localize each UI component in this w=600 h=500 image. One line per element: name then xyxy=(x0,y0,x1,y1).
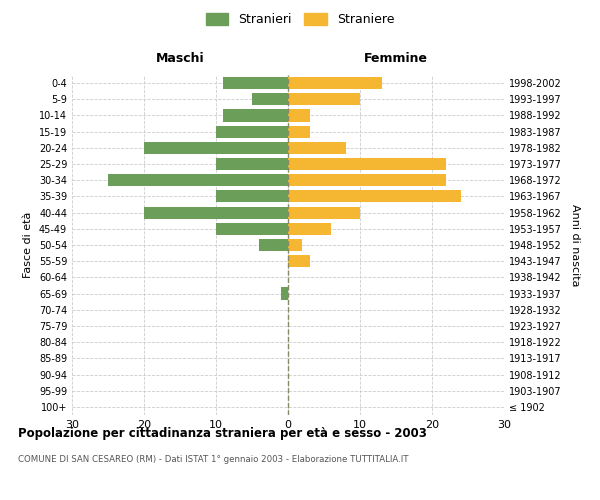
Bar xyxy=(216,158,288,170)
Bar xyxy=(288,190,461,202)
Bar xyxy=(288,174,446,186)
Bar xyxy=(288,255,310,268)
Bar xyxy=(223,110,288,122)
Bar xyxy=(288,222,331,235)
Bar xyxy=(288,110,310,122)
Bar xyxy=(288,93,360,106)
Bar xyxy=(288,77,382,89)
Text: Popolazione per cittadinanza straniera per età e sesso - 2003: Popolazione per cittadinanza straniera p… xyxy=(18,428,427,440)
Bar xyxy=(216,126,288,138)
Bar xyxy=(223,77,288,89)
Bar xyxy=(288,206,360,218)
Text: Femmine: Femmine xyxy=(364,52,428,65)
Bar xyxy=(288,142,346,154)
Bar xyxy=(108,174,288,186)
Bar xyxy=(259,239,288,251)
Bar xyxy=(281,288,288,300)
Bar xyxy=(288,158,446,170)
Bar xyxy=(216,222,288,235)
Bar xyxy=(288,239,302,251)
Bar xyxy=(144,206,288,218)
Bar xyxy=(144,142,288,154)
Text: Maschi: Maschi xyxy=(155,52,205,65)
Legend: Stranieri, Straniere: Stranieri, Straniere xyxy=(202,8,398,30)
Bar xyxy=(288,126,310,138)
Y-axis label: Fasce di età: Fasce di età xyxy=(23,212,33,278)
Y-axis label: Anni di nascita: Anni di nascita xyxy=(570,204,580,286)
Bar xyxy=(216,190,288,202)
Text: COMUNE DI SAN CESAREO (RM) - Dati ISTAT 1° gennaio 2003 - Elaborazione TUTTITALI: COMUNE DI SAN CESAREO (RM) - Dati ISTAT … xyxy=(18,455,409,464)
Bar xyxy=(252,93,288,106)
